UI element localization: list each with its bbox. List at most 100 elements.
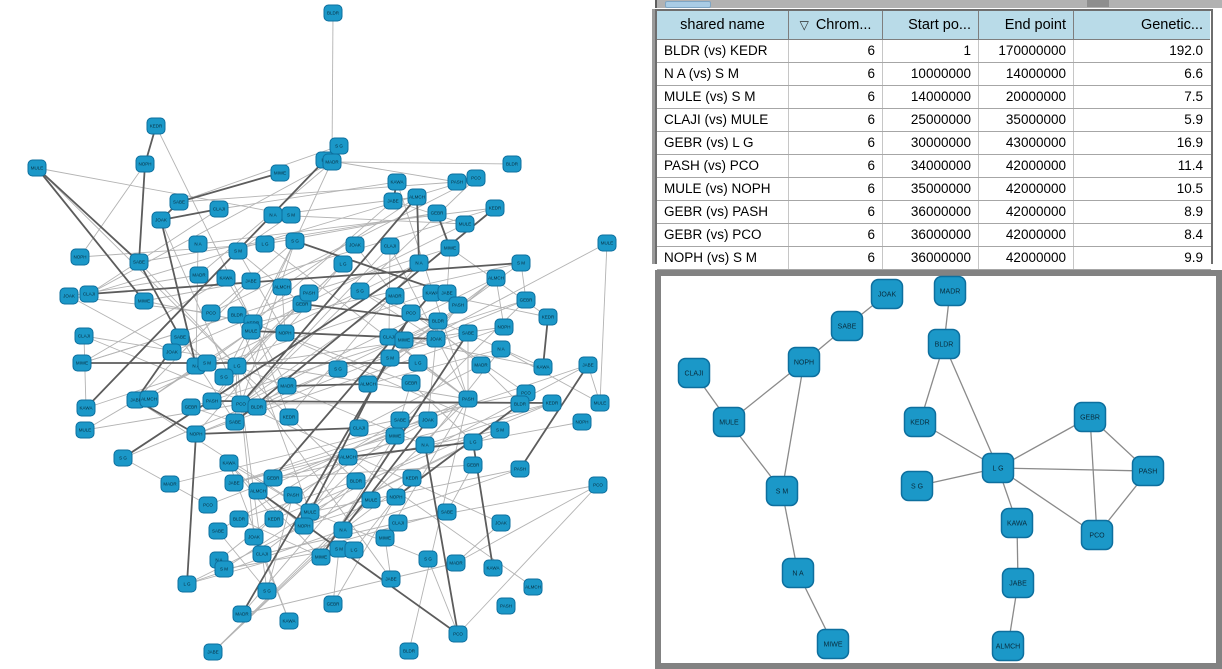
column-header-shared-name[interactable]: shared name [657,11,789,40]
graph-node[interactable] [830,310,864,342]
graph-node[interactable] [241,322,261,340]
graph-node[interactable] [991,630,1025,662]
graph-node[interactable] [70,248,90,266]
horizontal-scrollbar-thumb[interactable] [665,1,711,8]
graph-node[interactable] [323,4,343,22]
graph-node[interactable] [447,173,467,191]
graph-node[interactable] [1131,455,1165,487]
graph-node[interactable] [135,155,155,173]
table-row[interactable]: NOPH (vs) S M 6 36000000 42000000 9.9 [657,247,1211,270]
graph-node[interactable] [214,368,234,386]
graph-node[interactable] [510,395,530,413]
graph-node[interactable] [197,354,217,372]
graph-node[interactable] [113,449,133,467]
graph-node[interactable] [927,328,961,360]
graph-node[interactable] [252,545,272,563]
graph-node[interactable] [345,236,365,254]
graph-node[interactable] [232,605,252,623]
graph-node[interactable] [394,331,414,349]
graph-node[interactable] [358,375,378,393]
graph-node[interactable] [272,278,292,296]
graph-node[interactable] [386,488,406,506]
table-row[interactable]: GEBR (vs) L G 6 30000000 43000000 16.9 [657,132,1211,155]
graph-node[interactable] [490,421,510,439]
graph-node[interactable] [538,308,558,326]
graph-node[interactable] [1073,401,1107,433]
graph-node[interactable] [407,188,427,206]
graph-node[interactable] [408,354,428,372]
graph-node[interactable] [1001,567,1035,599]
table-row[interactable]: BLDR (vs) KEDR 6 1 170000000 192.0 [657,40,1211,63]
graph-node[interactable] [170,328,190,346]
graph-node[interactable] [281,206,301,224]
graph-node[interactable] [426,330,446,348]
graph-node[interactable] [437,503,457,521]
graph-node[interactable] [134,292,154,310]
graph-node[interactable] [323,595,343,613]
graph-node[interactable] [279,612,299,630]
column-header-genetic[interactable]: Genetic... [1074,11,1210,40]
graph-node[interactable] [263,469,283,487]
graph-node[interactable] [485,199,505,217]
graph-node[interactable] [399,642,419,660]
table-row[interactable]: CLAJI (vs) MULE 6 25000000 35000000 5.9 [657,109,1211,132]
graph-node[interactable] [214,560,234,578]
table-row[interactable]: MULE (vs) NOPH 6 35000000 42000000 10.5 [657,178,1211,201]
graph-node[interactable] [572,413,592,431]
graph-node[interactable] [533,358,553,376]
graph-node[interactable] [816,628,850,660]
graph-node[interactable] [277,377,297,395]
graph-node[interactable] [375,529,395,547]
graph-node[interactable] [329,137,349,155]
graph-node[interactable] [597,234,617,252]
graph-node[interactable] [418,550,438,568]
graph-node[interactable] [870,278,904,310]
graph-node[interactable] [264,510,284,528]
graph-node[interactable] [139,390,159,408]
graph-node[interactable] [387,173,407,191]
graph-node[interactable] [227,306,247,324]
graph-node[interactable] [903,406,937,438]
graph-node[interactable] [516,291,536,309]
graph-node[interactable] [491,340,511,358]
graph-node[interactable] [463,456,483,474]
graph-node[interactable] [981,452,1015,484]
graph-node[interactable] [299,284,319,302]
graph-node[interactable] [189,266,209,284]
graph-node[interactable] [448,625,468,643]
graph-node[interactable] [590,394,610,412]
graph-node[interactable] [511,254,531,272]
graph-node[interactable] [383,192,403,210]
graph-node[interactable] [186,425,206,443]
graph-node[interactable] [588,476,608,494]
graph-node[interactable] [160,475,180,493]
graph-node[interactable] [350,282,370,300]
graph-node[interactable] [76,399,96,417]
graph-node[interactable] [74,327,94,345]
graph-node[interactable] [27,159,47,177]
graph-node[interactable] [390,411,410,429]
graph-node[interactable] [247,398,267,416]
graph-node[interactable] [483,559,503,577]
graph-node[interactable] [344,541,364,559]
table-row[interactable]: N A (vs) S M 6 10000000 14000000 6.6 [657,63,1211,86]
graph-node[interactable] [409,254,429,272]
graph-node[interactable] [198,496,218,514]
graph-node[interactable] [677,357,711,389]
graph-node[interactable] [224,474,244,492]
graph-node[interactable] [275,324,295,342]
graph-node[interactable] [283,486,303,504]
graph-node[interactable] [427,204,447,222]
graph-node[interactable] [471,356,491,374]
column-header-start-point[interactable]: Start po... [883,11,979,40]
graph-node[interactable] [491,514,511,532]
graph-node[interactable] [446,554,466,572]
table-row[interactable]: GEBR (vs) PCO 6 36000000 42000000 8.4 [657,224,1211,247]
graph-node[interactable] [129,253,149,271]
graph-node[interactable] [248,482,268,500]
graph-node[interactable] [458,324,478,342]
graph-node[interactable] [486,269,506,287]
graph-node[interactable] [208,522,228,540]
table-row[interactable]: MULE (vs) S M 6 14000000 20000000 7.5 [657,86,1211,109]
